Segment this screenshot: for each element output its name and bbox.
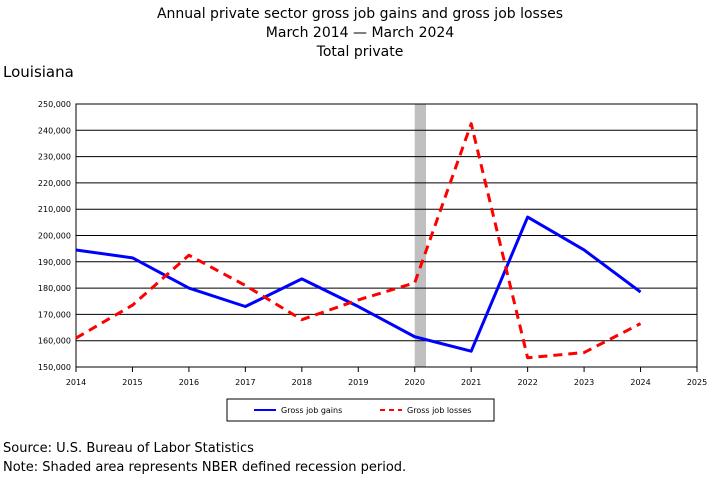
- losses-line: [75, 122, 642, 360]
- x-tick-label: 2023: [574, 378, 594, 387]
- y-tick-label: 240,000: [38, 126, 71, 135]
- y-tick-label: 180,000: [38, 284, 71, 293]
- y-tick-label: 250,000: [38, 100, 71, 109]
- legend-label-gains: Gross job gains: [281, 406, 342, 415]
- y-tick-label: 210,000: [38, 205, 71, 214]
- x-tick-label: 2021: [461, 378, 481, 387]
- y-tick-label: 230,000: [38, 153, 71, 162]
- y-tick-label: 190,000: [38, 258, 71, 267]
- recession-note: Note: Shaded area represents NBER define…: [3, 460, 407, 475]
- x-tick-label: 2014: [66, 378, 86, 387]
- y-tick-label: 160,000: [38, 337, 71, 346]
- chart-industry: Total private: [316, 44, 404, 60]
- x-tick-label: 2017: [235, 378, 255, 387]
- legend-box: [226, 398, 495, 422]
- legend-label-losses: Gross job losses: [407, 406, 471, 415]
- x-tick-label: 2016: [179, 378, 199, 387]
- x-tick-label: 2015: [122, 378, 142, 387]
- source-note: Source: U.S. Bureau of Labor Statistics: [3, 441, 254, 456]
- plot-border: [75, 103, 698, 368]
- chart-title: Annual private sector gross job gains an…: [156, 6, 564, 22]
- gains-line: [75, 215, 642, 353]
- x-tick-label: 2024: [630, 378, 650, 387]
- y-tick-label: 220,000: [38, 179, 71, 188]
- y-tick-label: 150,000: [38, 363, 71, 372]
- x-tick-label: 2025: [687, 378, 707, 387]
- x-tick-label: 2018: [292, 378, 312, 387]
- x-tick-label: 2019: [348, 378, 368, 387]
- x-tick-label: 2020: [405, 378, 425, 387]
- y-tick-label: 200,000: [38, 232, 71, 241]
- x-tick-label: 2022: [517, 378, 537, 387]
- region-label: Louisiana: [3, 63, 74, 81]
- chart-date-range: March 2014 — March 2024: [265, 25, 455, 41]
- y-tick-label: 170,000: [38, 310, 71, 319]
